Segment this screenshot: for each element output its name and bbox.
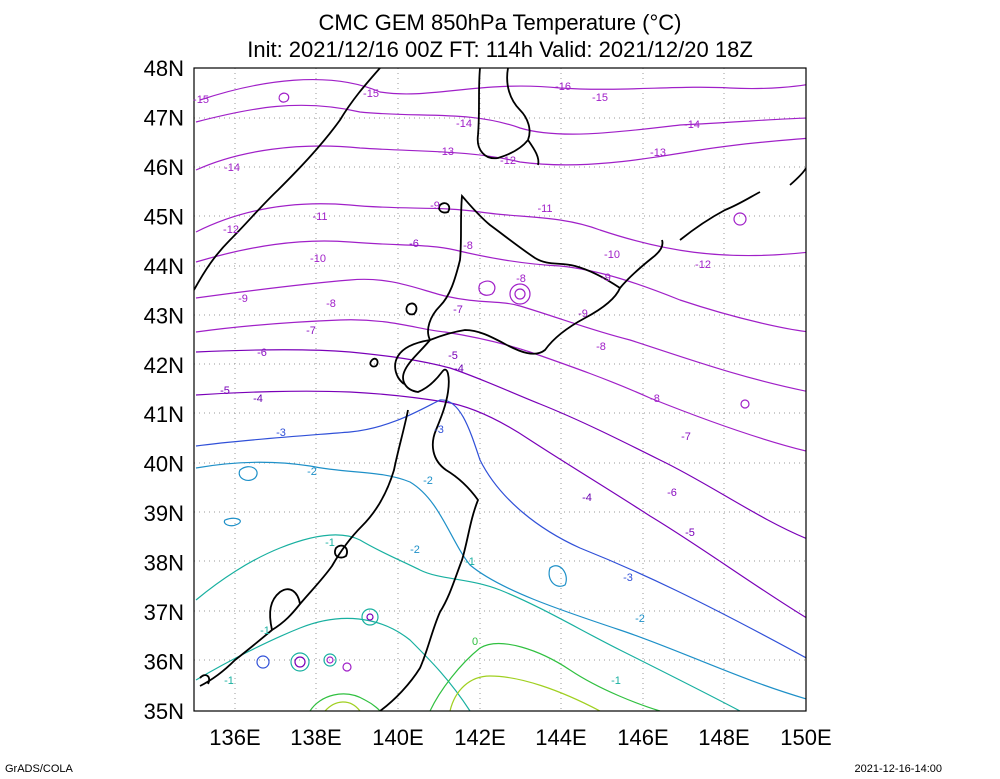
- contour-value-label: -9: [578, 308, 588, 320]
- lon-tick-label: 144E: [535, 725, 586, 750]
- contour-value-label: -15: [193, 94, 209, 106]
- contour-value-label: -9: [430, 200, 440, 212]
- contours-cyan: [195, 461, 806, 700]
- contour-value-label: -13: [438, 146, 454, 158]
- contour-value-label: -11: [312, 211, 327, 223]
- contour-value-label: -1: [611, 675, 621, 687]
- chart-title: CMC GEM 850hPa Temperature (°C): [318, 10, 682, 35]
- lat-tick-label: 48N: [144, 56, 184, 81]
- contour-value-label: -5: [448, 350, 458, 362]
- contour-value-label: -2: [307, 466, 317, 478]
- lat-tick-label: 47N: [144, 105, 184, 130]
- contour-value-label: -13: [650, 147, 666, 159]
- coastlines: [194, 68, 806, 711]
- lon-tick-label: 138E: [290, 725, 341, 750]
- contour-value-label: -15: [363, 88, 379, 100]
- lat-tick-label: 43N: [144, 303, 184, 328]
- contour-value-label: -7: [681, 431, 691, 443]
- contour-value-label: -3: [434, 424, 444, 436]
- contour-value-label: -3: [623, 572, 633, 584]
- contour-value-label: -11: [537, 203, 552, 215]
- lat-tick-label: 40N: [144, 452, 184, 477]
- lat-tick-label: 41N: [144, 402, 184, 427]
- latitude-labels: 48N 47N 46N 45N 44N 43N 42N 41N 40N 39N 38N 37N 36N 3…: [144, 56, 184, 724]
- contour-value-label: -6: [667, 487, 677, 499]
- contours-blue: [195, 399, 806, 659]
- footer-credit: GrADS/COLA: [5, 763, 73, 775]
- contour-value-label: -6: [409, 238, 419, 250]
- lon-tick-label: 136E: [209, 725, 260, 750]
- contours-eddies: [278, 92, 750, 409]
- lat-tick-label: 38N: [144, 551, 184, 576]
- lon-tick-label: 146E: [617, 725, 668, 750]
- contour-value-label: -12: [500, 155, 516, 167]
- footer-timestamp: 2021-12-16-14:00: [854, 763, 942, 775]
- contour-value-label: -16: [555, 81, 571, 93]
- lat-tick-label: 45N: [144, 204, 184, 229]
- map-frame: [193, 67, 807, 712]
- lat-tick-label: 44N: [144, 254, 184, 279]
- longitude-labels: 136E 138E 140E 142E 144E 146E 148E 150E: [209, 725, 831, 750]
- contour-value-label: -10: [604, 249, 620, 261]
- contour-value-label: -8: [596, 341, 606, 353]
- contour-labels: -16 -15 -15 -15 -14 -14 -14 -13 -13 -12 -12 -12 -11 -…: [193, 81, 711, 687]
- contour-value-label: -2: [635, 613, 645, 625]
- contour-value-label: -9: [238, 293, 248, 305]
- lon-tick-label: 150E: [780, 725, 831, 750]
- contours-cold: [195, 79, 806, 452]
- contours-teal: [195, 534, 741, 711]
- chart-subtitle: Init: 2021/12/16 00Z FT: 114h Valid: 202…: [247, 37, 753, 62]
- contour-value-label: -15: [592, 92, 608, 104]
- contour-value-label: 0: [472, 636, 478, 648]
- contour-value-label: -2: [410, 544, 420, 556]
- contour-value-label: -4: [253, 393, 263, 405]
- contours-yellow: [324, 675, 601, 711]
- contour-value-label: -7: [453, 304, 463, 316]
- contour-value-label: -3: [276, 427, 286, 439]
- contour-value-label: -10: [310, 253, 326, 265]
- contour-value-label: -12: [695, 259, 711, 271]
- contour-value-label: -7: [306, 325, 316, 337]
- contour-value-label: -1: [260, 625, 270, 637]
- contour-value-label: -4: [454, 363, 464, 375]
- lon-tick-label: 148E: [698, 725, 749, 750]
- lat-tick-label: 36N: [144, 650, 184, 675]
- contour-value-label: -1: [325, 537, 335, 549]
- contour-value-label: -2: [423, 475, 433, 487]
- contour-value-label: -8: [326, 298, 336, 310]
- contour-value-label: -8: [516, 273, 526, 285]
- contour-value-label: -4: [582, 492, 592, 504]
- contour-value-label: -14: [456, 118, 472, 130]
- contour-value-label: -8: [463, 240, 473, 252]
- contours-mid: [195, 349, 806, 619]
- contour-value-label: -5: [220, 385, 230, 397]
- contours-green: [309, 642, 661, 711]
- contour-value-label: -12: [223, 224, 239, 236]
- contour-value-label: -1: [465, 556, 475, 568]
- lat-tick-label: 46N: [144, 155, 184, 180]
- contour-value-label: -14: [224, 162, 240, 174]
- contour-value-label: -6: [257, 347, 267, 359]
- contour-value-label: -9: [601, 272, 611, 284]
- contour-value-label: -1: [224, 675, 234, 687]
- contour-value-label: -8: [650, 393, 660, 405]
- contour-value-label: -5: [685, 527, 695, 539]
- contour-value-label: -14: [684, 119, 700, 131]
- lon-tick-label: 140E: [372, 725, 423, 750]
- lat-tick-label: 37N: [144, 600, 184, 625]
- lat-tick-label: 42N: [144, 353, 184, 378]
- lat-tick-label: 35N: [144, 699, 184, 724]
- lat-tick-label: 39N: [144, 501, 184, 526]
- lon-tick-label: 142E: [454, 725, 505, 750]
